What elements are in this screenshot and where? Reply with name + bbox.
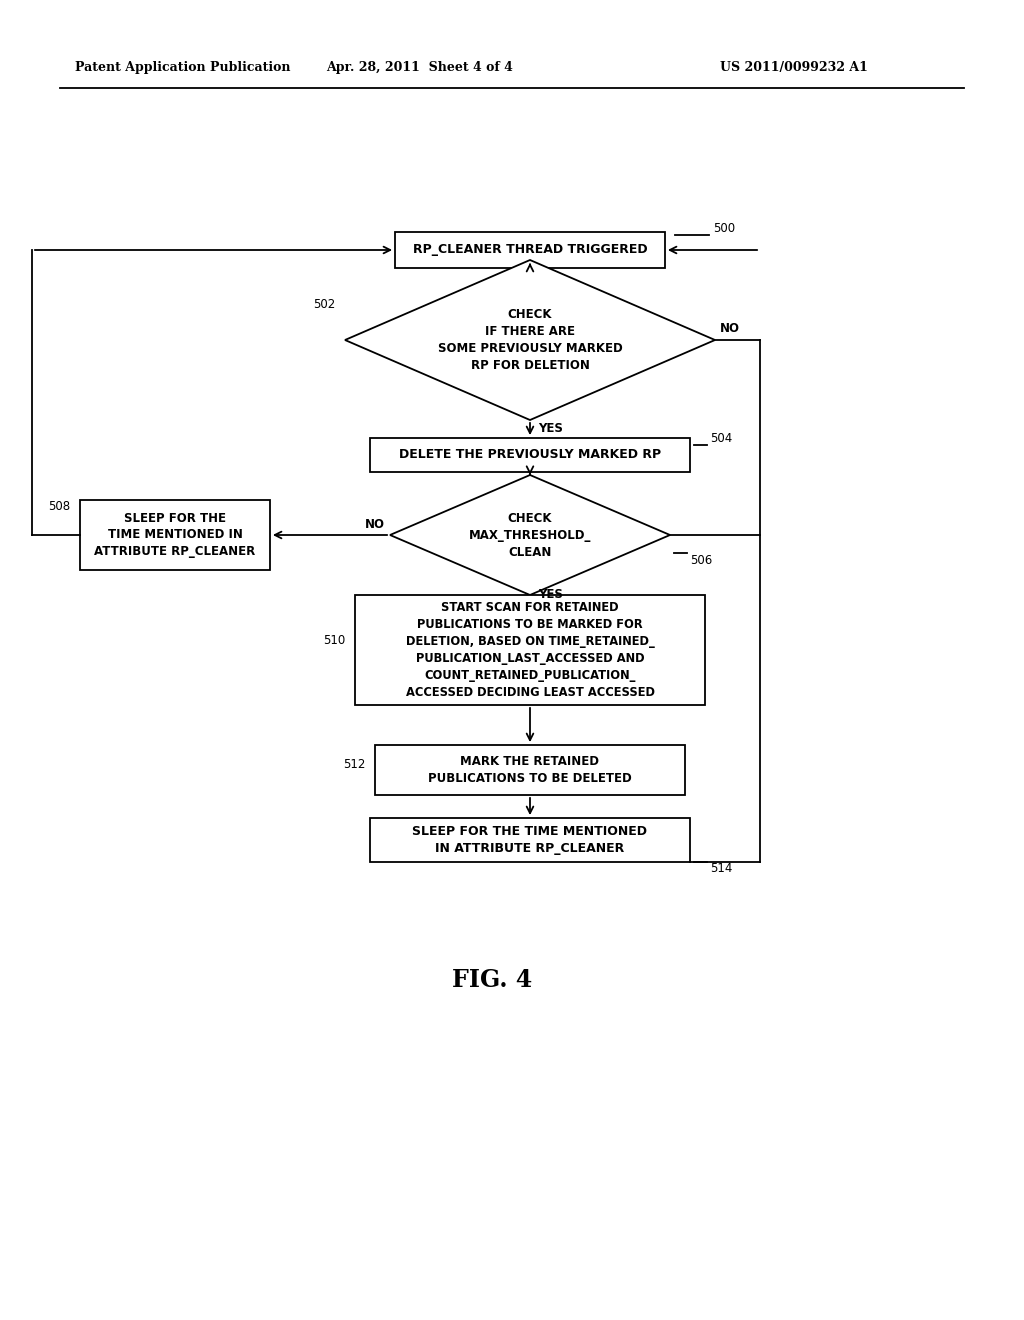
Text: 504: 504 xyxy=(710,433,732,446)
Text: MARK THE RETAINED
PUBLICATIONS TO BE DELETED: MARK THE RETAINED PUBLICATIONS TO BE DEL… xyxy=(428,755,632,785)
Text: NO: NO xyxy=(720,322,740,334)
Text: SLEEP FOR THE
TIME MENTIONED IN
ATTRIBUTE RP_CLEANER: SLEEP FOR THE TIME MENTIONED IN ATTRIBUT… xyxy=(94,511,256,558)
Bar xyxy=(395,232,665,268)
Text: CHECK
MAX_THRESHOLD_
CLEAN: CHECK MAX_THRESHOLD_ CLEAN xyxy=(469,511,591,558)
Text: FIG. 4: FIG. 4 xyxy=(452,968,532,993)
Polygon shape xyxy=(390,475,670,595)
Text: Patent Application Publication: Patent Application Publication xyxy=(75,62,291,74)
Text: 506: 506 xyxy=(690,553,713,566)
Text: YES: YES xyxy=(538,422,563,436)
Bar xyxy=(375,744,685,795)
Text: 502: 502 xyxy=(312,298,335,312)
Text: 500: 500 xyxy=(713,222,735,235)
Bar xyxy=(80,500,270,570)
Text: 510: 510 xyxy=(323,634,345,647)
Bar xyxy=(370,438,690,473)
Polygon shape xyxy=(345,260,715,420)
Text: 512: 512 xyxy=(343,759,365,771)
Text: Apr. 28, 2011  Sheet 4 of 4: Apr. 28, 2011 Sheet 4 of 4 xyxy=(327,62,513,74)
Text: 508: 508 xyxy=(48,500,70,513)
Text: SLEEP FOR THE TIME MENTIONED
IN ATTRIBUTE RP_CLEANER: SLEEP FOR THE TIME MENTIONED IN ATTRIBUT… xyxy=(413,825,647,855)
Text: RP_CLEANER THREAD TRIGGERED: RP_CLEANER THREAD TRIGGERED xyxy=(413,243,647,256)
Text: DELETE THE PREVIOUSLY MARKED RP: DELETE THE PREVIOUSLY MARKED RP xyxy=(399,449,662,462)
Text: 514: 514 xyxy=(710,862,732,874)
Bar xyxy=(370,818,690,862)
Text: YES: YES xyxy=(538,589,563,602)
Text: START SCAN FOR RETAINED
PUBLICATIONS TO BE MARKED FOR
DELETION, BASED ON TIME_RE: START SCAN FOR RETAINED PUBLICATIONS TO … xyxy=(406,601,654,700)
Text: CHECK
IF THERE ARE
SOME PREVIOUSLY MARKED
RP FOR DELETION: CHECK IF THERE ARE SOME PREVIOUSLY MARKE… xyxy=(437,308,623,372)
Bar xyxy=(355,595,705,705)
Text: US 2011/0099232 A1: US 2011/0099232 A1 xyxy=(720,62,868,74)
Text: NO: NO xyxy=(365,519,385,532)
